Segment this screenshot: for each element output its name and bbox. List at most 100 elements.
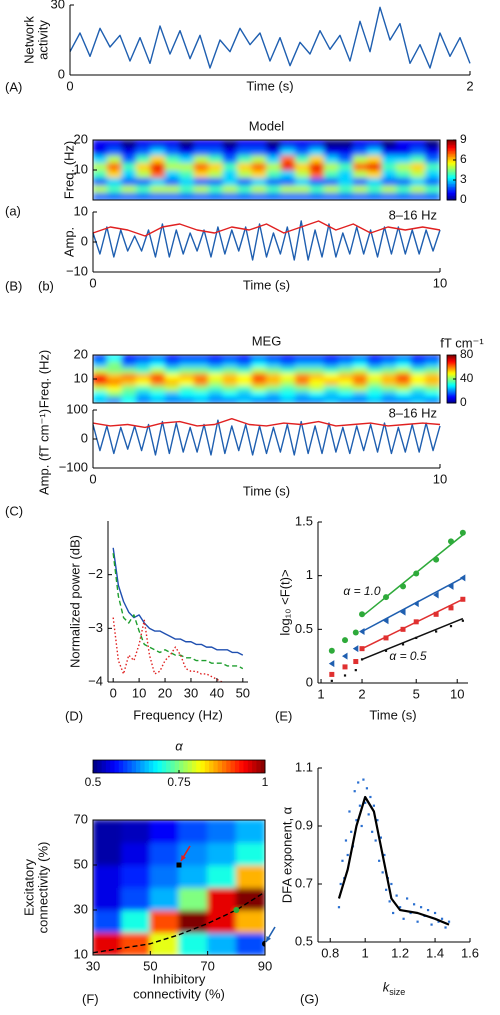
heatmap-cell: [121, 390, 137, 398]
heatmap-cell: [106, 366, 123, 374]
heatmap-cell: [207, 842, 237, 866]
heatmap-cell: [294, 162, 311, 171]
heatmap-cell: [425, 390, 440, 398]
x-tick-label: 20: [158, 685, 172, 700]
heatmap-cell: [149, 842, 180, 866]
y-tick-label: 100: [66, 401, 88, 416]
heatmap-cell: [266, 192, 282, 200]
heatmap-cell: [425, 169, 440, 178]
series-line: [92, 418, 441, 429]
colorbar-swatch: [447, 152, 456, 154]
heatmap-cell: [193, 372, 210, 380]
heatmap-cell: [294, 355, 311, 362]
marker: [402, 917, 405, 920]
panel-label: (b): [38, 278, 54, 293]
marker: [372, 804, 376, 807]
colorbar-swatch: [447, 140, 456, 142]
heatmap-cell: [367, 169, 383, 178]
colorbar-swatch: [447, 394, 456, 397]
marker: [416, 920, 419, 923]
colorbar-swatch: [447, 367, 456, 369]
heatmap-cell: [93, 384, 108, 392]
heatmap-cells: [93, 355, 440, 403]
heatmap-cell: [179, 169, 195, 178]
heatmap-cell: [381, 169, 398, 178]
colorbar-swatch: [447, 188, 456, 190]
marker: [390, 882, 393, 886]
y-tick-label: 20: [74, 346, 88, 361]
heatmap-cell: [208, 184, 224, 193]
heatmap-cell: [381, 184, 398, 193]
colorbar-swatch: [447, 387, 456, 390]
heatmap-cell: [121, 384, 137, 392]
heatmap-cell: [338, 177, 354, 186]
heatmap-cell: [294, 390, 311, 398]
heatmap-cell: [309, 192, 325, 200]
x-tick-label: 30: [86, 958, 100, 973]
marker: [176, 862, 182, 868]
colorbar-swatch: [447, 379, 456, 381]
heatmap-cell: [179, 390, 195, 398]
heatmap-cell: [193, 169, 210, 178]
heatmap-cell: [323, 378, 340, 386]
marker: [344, 839, 348, 842]
heatmap-cell: [150, 184, 166, 193]
heatmap-cell: [251, 162, 267, 171]
colorbar-swatch: [187, 760, 193, 773]
marker: [388, 900, 391, 903]
heatmap-cell: [208, 140, 224, 148]
colorbar-tick-label: 0.75: [167, 775, 191, 789]
colorbar-swatch: [123, 760, 128, 773]
colorbar-swatch: [166, 760, 171, 773]
x-tick-label: 1: [362, 945, 369, 960]
heatmap-cell: [338, 355, 354, 362]
heatmap-cell: [193, 366, 210, 374]
heatmap-cell: [164, 192, 181, 200]
y-axis-label: log₁₀ <F(t)>: [277, 569, 292, 635]
heatmap-cell: [280, 372, 296, 380]
x-axis-label: connectivity (%): [133, 986, 225, 1001]
heatmap-cell: [207, 909, 237, 933]
marker: [392, 911, 395, 915]
heatmap-cell: [121, 887, 151, 911]
colorbar-swatch: [447, 393, 456, 396]
heatmap-cell: [294, 177, 311, 186]
heatmap-cell: [280, 390, 296, 398]
heatmap-cell: [425, 360, 440, 368]
y-tick-label: 30: [74, 901, 88, 916]
marker: [346, 853, 349, 857]
heatmap-cell: [410, 192, 427, 200]
colorbar-swatch: [148, 760, 154, 773]
heatmap-cell: [381, 390, 398, 398]
heatmap-cell: [251, 147, 267, 156]
heatmap-cell: [266, 390, 282, 398]
heatmap-cell: [164, 184, 181, 193]
heatmap-cell: [135, 192, 152, 200]
y-tick-label: 0.9: [295, 817, 313, 832]
heatmap-cell: [338, 162, 354, 171]
heatmap-cell: [410, 378, 427, 386]
heatmap-cell: [294, 147, 311, 156]
heatmap-cell: [164, 378, 181, 386]
heatmap-cell: [150, 366, 166, 374]
heatmap-cell: [208, 192, 224, 200]
heatmap-cell: [381, 177, 398, 186]
panel-label: (B): [5, 278, 22, 293]
heatmap-cell: [352, 384, 369, 392]
heatmap-cell: [309, 378, 325, 386]
colorbar-swatch: [447, 391, 456, 393]
marker: [353, 790, 356, 793]
colorbar-swatch: [447, 395, 456, 398]
heatmap-cell: [193, 360, 210, 368]
heatmap-cell: [135, 169, 152, 178]
heatmap-cell: [309, 355, 325, 362]
heatmap-cell: [193, 378, 210, 386]
marker: [401, 643, 405, 646]
colorbar-swatch: [447, 359, 456, 362]
marker: [355, 819, 358, 822]
heatmap-cell: [280, 396, 296, 403]
colorbar-swatch: [447, 191, 456, 193]
marker: [367, 813, 370, 816]
heatmap-cells: [93, 140, 440, 200]
colorbar-swatch: [447, 189, 456, 192]
